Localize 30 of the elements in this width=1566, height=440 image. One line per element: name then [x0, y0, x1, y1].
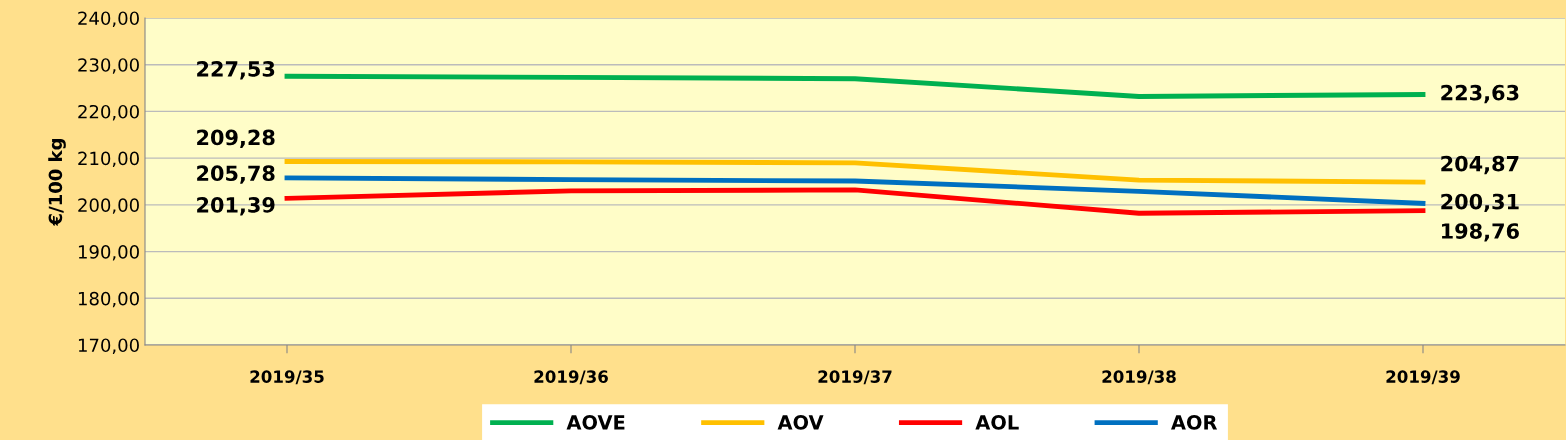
y-axis-title: €/100 kg	[48, 138, 66, 226]
legend-label: AOV	[777, 414, 824, 430]
y-tick-label: 200,00	[78, 198, 139, 214]
legend-label: AOR	[1171, 414, 1218, 430]
y-tick-label: 170,00	[78, 338, 139, 354]
legend-label: AOL	[975, 414, 1019, 430]
line-series	[284, 73, 1426, 99]
line-series	[284, 159, 1426, 185]
x-tick-label: 2019/36	[534, 370, 608, 385]
data-label: 200,31	[1441, 193, 1519, 213]
data-label: 198,76	[1442, 223, 1519, 242]
y-tick-label: 180,00	[78, 291, 139, 308]
data-label: 227,53	[197, 60, 275, 80]
legend-label: AOVE	[566, 414, 625, 430]
data-label: 204,87	[1441, 155, 1519, 175]
x-tick-label: 2019/39	[1386, 370, 1460, 385]
y-tick-label: 210,00	[78, 151, 139, 168]
data-label: 201,39	[197, 196, 275, 216]
line-series	[284, 187, 1426, 216]
y-tick-label: 220,00	[78, 104, 139, 121]
data-label: 205,78	[197, 165, 275, 184]
y-tick-label: 190,00	[78, 245, 139, 261]
x-tick-label: 2019/38	[1102, 370, 1176, 385]
y-tick-label: 230,00	[78, 58, 139, 74]
x-tick-label: 2019/35	[250, 370, 324, 385]
data-label: 223,63	[1441, 84, 1519, 104]
x-tick-label: 2019/37	[818, 370, 892, 385]
y-tick-label: 240,00	[78, 11, 139, 27]
data-label: 209,28	[197, 129, 275, 148]
line-series	[284, 175, 1426, 206]
